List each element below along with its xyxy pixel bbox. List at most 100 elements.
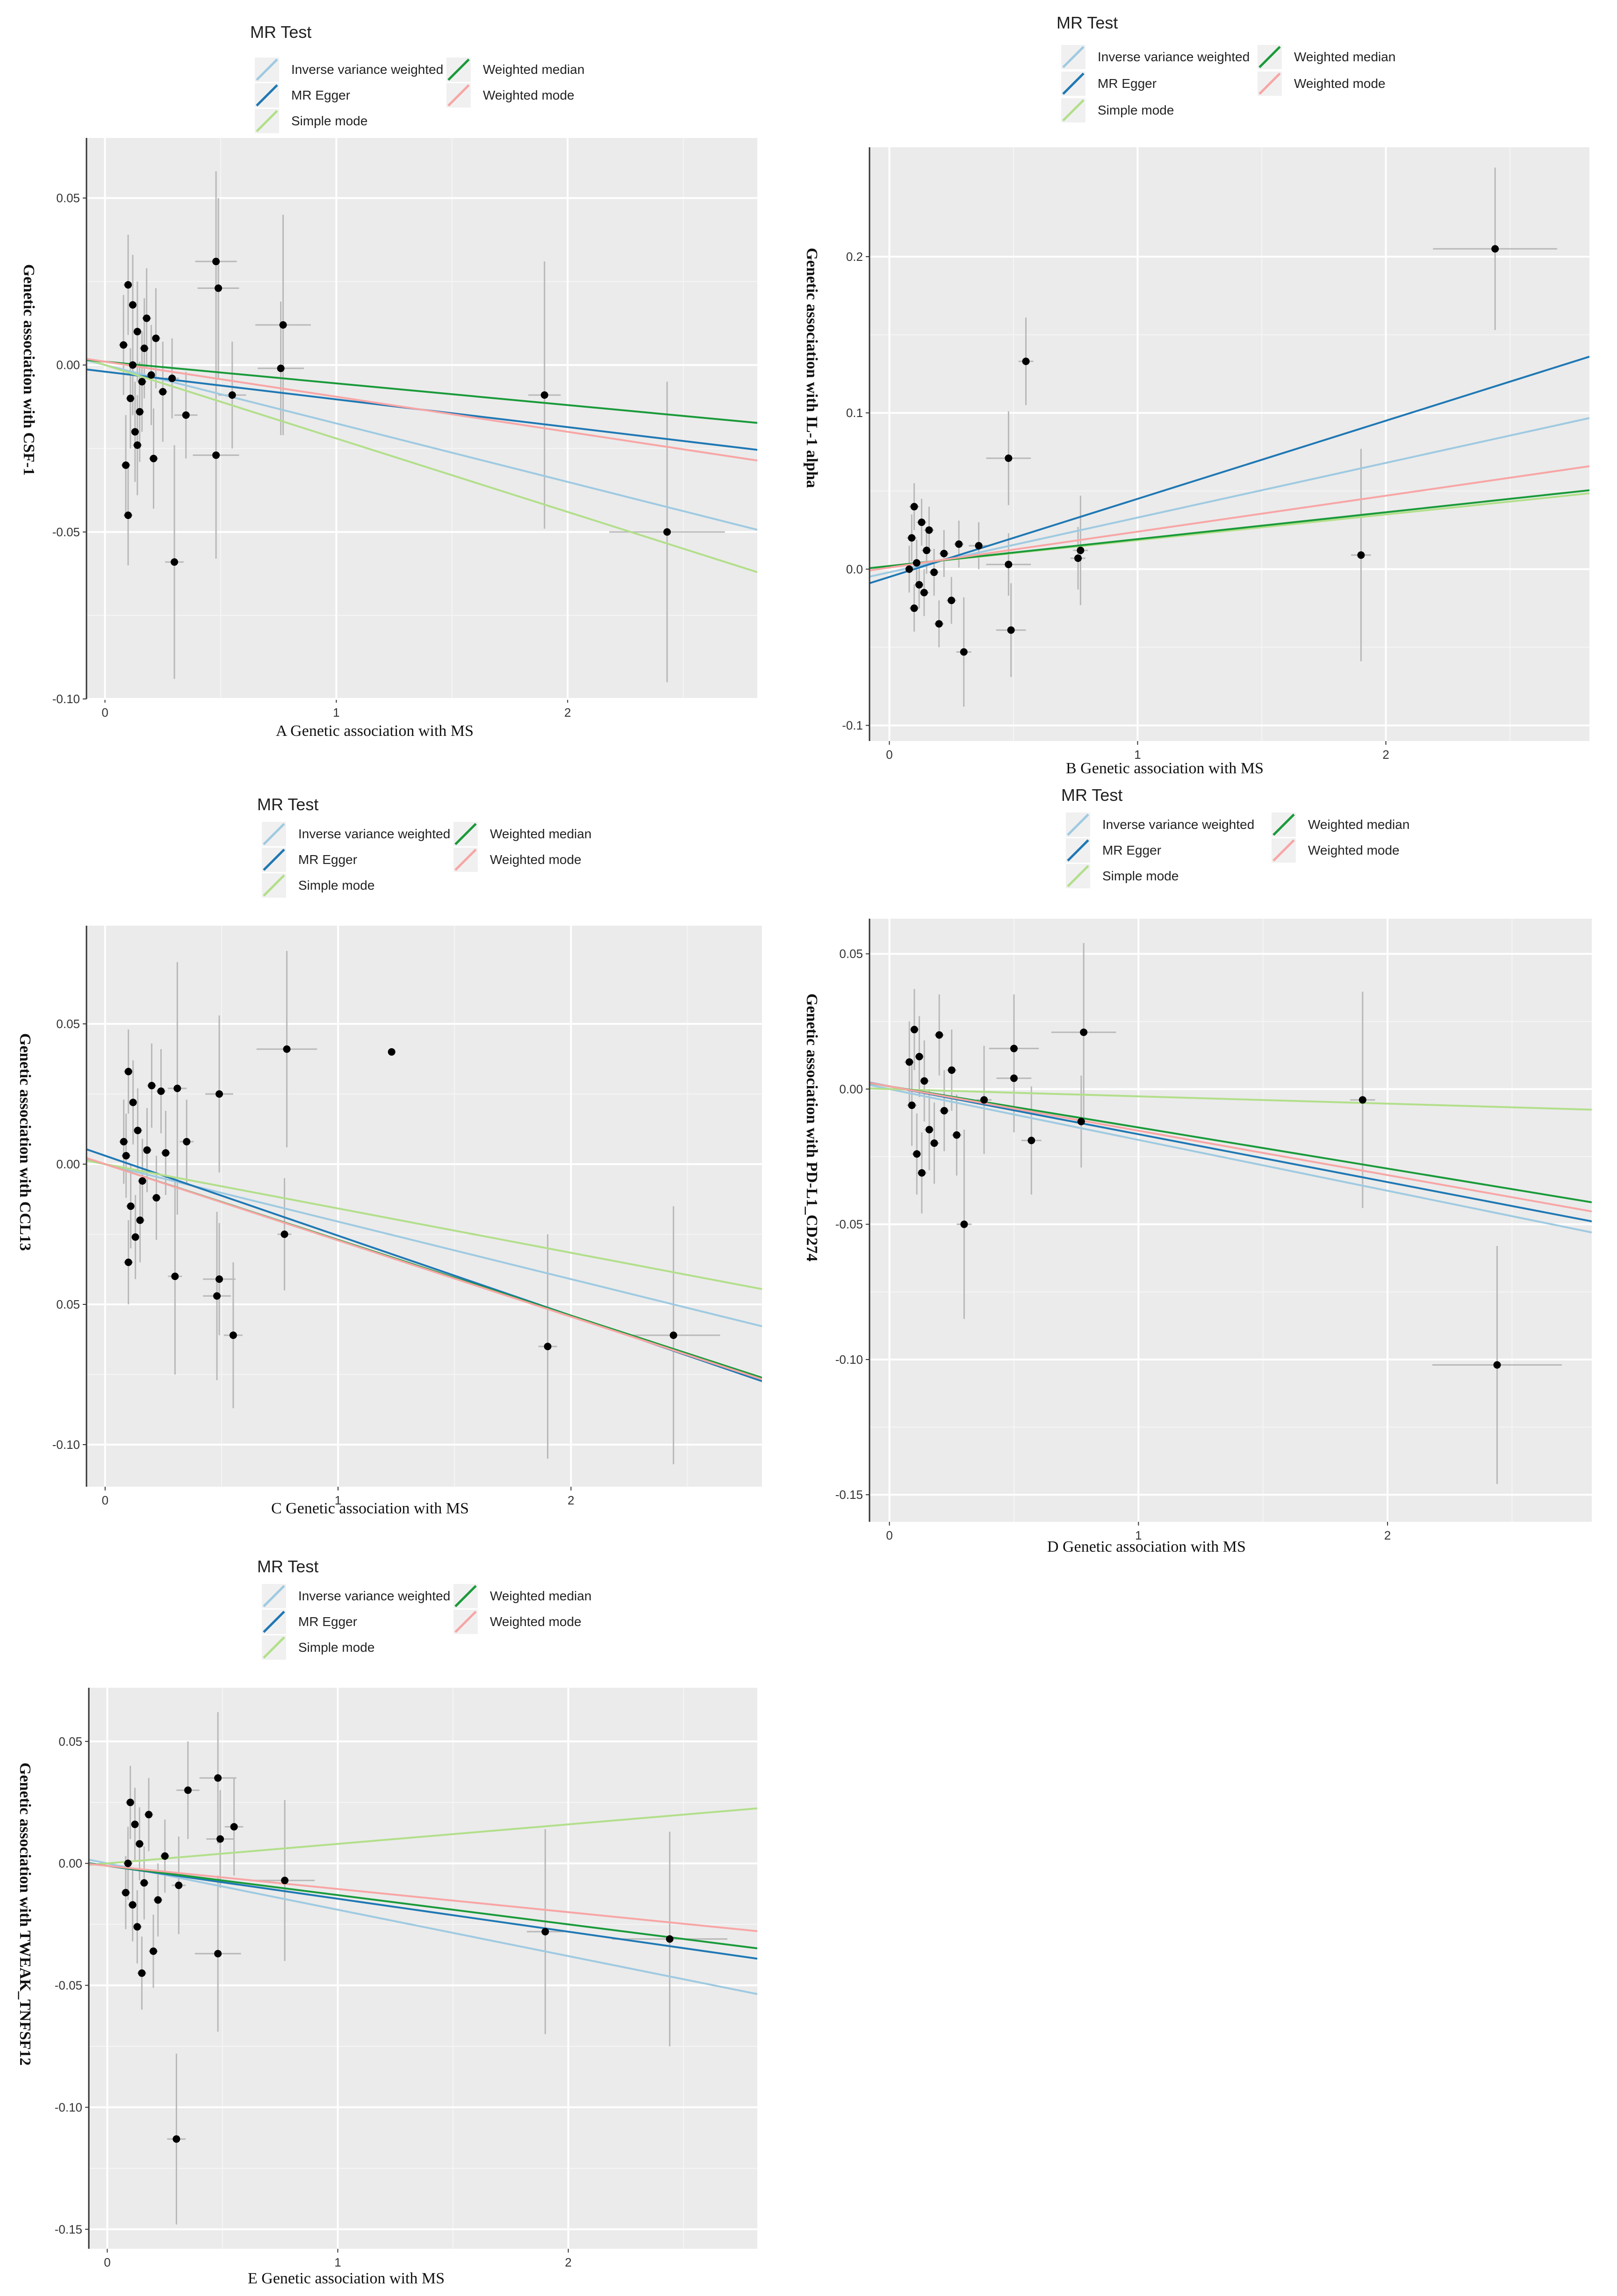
x-tick-label: 1 — [1134, 748, 1141, 762]
y-tick-label: 0.05 — [58, 1735, 82, 1749]
regression-line — [870, 1087, 1592, 1111]
data-point — [131, 1821, 139, 1828]
y-tick-label: 0.05 — [56, 191, 80, 205]
data-point — [122, 461, 130, 469]
plot-marks — [89, 1712, 757, 2224]
regression-line — [870, 465, 1589, 572]
regression-line — [89, 1863, 757, 1932]
data-point — [913, 1150, 921, 1158]
legend-label: Inverse variance weighted — [291, 62, 444, 77]
data-point — [129, 1901, 137, 1909]
x-tick-label: 2 — [565, 2255, 571, 2269]
data-point — [228, 391, 236, 399]
data-point — [182, 411, 190, 419]
data-point — [669, 1332, 677, 1339]
legend-key-wmedian — [453, 822, 478, 846]
data-point — [126, 1799, 134, 1807]
data-point — [920, 1077, 928, 1085]
data-point — [161, 1852, 169, 1860]
legend-key-ivw — [262, 1584, 286, 1608]
y-tick-label: -0.05 — [52, 525, 80, 539]
regression-line — [89, 1862, 757, 1950]
data-point — [133, 441, 141, 449]
panel-d: MR Test Inverse variance weighted MR Egg… — [803, 785, 1608, 1571]
data-point — [1022, 357, 1030, 365]
legend-label: MR Egger — [1098, 76, 1157, 91]
data-point — [955, 540, 963, 548]
data-point — [1028, 1137, 1035, 1144]
x-axis-label: B Genetic association with MS — [1066, 760, 1264, 777]
data-point — [544, 1343, 552, 1350]
data-point — [910, 503, 918, 511]
data-point — [908, 534, 916, 542]
y-tick-label: -0.15 — [55, 2222, 82, 2236]
data-point — [1007, 626, 1015, 634]
regression-line — [89, 1862, 757, 1960]
y-tick-label: 0.00 — [58, 1857, 82, 1871]
x-axis-label: E Genetic association with MS — [248, 2270, 445, 2287]
data-point — [923, 547, 931, 554]
data-point — [905, 565, 913, 573]
data-point — [138, 1969, 146, 1977]
y-tick-label: 0.00 — [56, 1157, 80, 1171]
legend-key-wmode — [446, 83, 471, 108]
legend-title: MR Test — [1061, 785, 1123, 805]
data-point — [913, 559, 920, 567]
regression-line — [870, 417, 1589, 578]
data-point — [935, 1031, 943, 1039]
data-point — [388, 1048, 395, 1056]
data-point — [948, 597, 956, 605]
regression-line — [870, 1082, 1592, 1213]
data-point — [1077, 1117, 1085, 1125]
data-point — [214, 1774, 222, 1782]
data-point — [910, 604, 918, 612]
data-point — [134, 1127, 142, 1134]
legend-key-ivw — [1066, 813, 1090, 837]
y-tick-label: -0.15 — [835, 1488, 863, 1502]
x-tick-label: 2 — [1382, 748, 1389, 762]
x-tick-label: 0 — [104, 2255, 110, 2269]
data-point — [279, 321, 287, 329]
panel-a: MR Test Inverse variance weighted MR Egg… — [20, 14, 795, 753]
plot-background — [86, 926, 762, 1487]
legend-title: MR Test — [257, 795, 319, 814]
data-point — [162, 1149, 170, 1157]
plot: 0 1 2 0.05 0.00 -0.05 -0.10 — [52, 138, 757, 720]
legend-label: Simple mode — [298, 1640, 375, 1655]
data-point — [666, 1935, 674, 1943]
legend-label: MR Egger — [298, 852, 358, 867]
regression-line — [86, 359, 757, 531]
legend-key-simple — [1061, 98, 1085, 122]
legend-label: Simple mode — [1102, 869, 1179, 883]
legend-label: MR Egger — [1102, 843, 1162, 857]
regression-line — [870, 1082, 1592, 1203]
legend-label: Weighted mode — [490, 852, 582, 867]
regression-line — [89, 1807, 757, 1866]
plot-marks — [870, 943, 1592, 1484]
data-point — [136, 1840, 144, 1848]
data-point — [281, 1877, 289, 1885]
y-tick-label: 0.1 — [846, 406, 863, 420]
data-point — [960, 1220, 968, 1228]
plot-marks — [870, 167, 1589, 707]
data-point — [975, 542, 983, 550]
x-tick-label: 2 — [564, 705, 571, 720]
data-point — [140, 345, 148, 352]
legend-title: MR Test — [257, 1557, 319, 1576]
data-point — [122, 1889, 129, 1897]
legend-key-wmode — [1258, 72, 1282, 96]
regression-line — [86, 1157, 762, 1381]
data-point — [129, 361, 137, 369]
legend-label: MR Egger — [298, 1614, 358, 1629]
legend-key-wmode — [1272, 838, 1296, 863]
plot-background — [86, 138, 757, 699]
x-axis-label: C Genetic association with MS — [271, 1500, 469, 1517]
panel-e: MR Test Inverse variance weighted MR Egg… — [16, 1557, 804, 2291]
data-point — [918, 518, 926, 526]
data-point — [157, 1087, 165, 1095]
data-point — [172, 2135, 180, 2143]
data-point — [930, 1139, 938, 1147]
x-tick-label: 0 — [886, 748, 892, 762]
legend-title: MR Test — [1056, 13, 1118, 32]
y-tick-label: -0.10 — [52, 692, 80, 706]
